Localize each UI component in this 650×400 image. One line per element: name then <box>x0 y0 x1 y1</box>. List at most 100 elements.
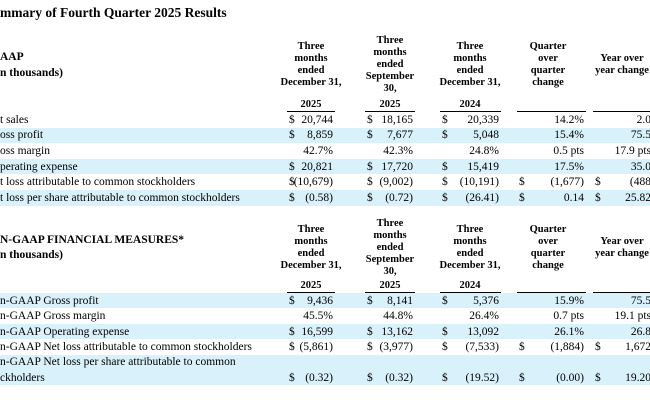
row-label: n-GAAP Net loss per share attributable t… <box>0 356 236 369</box>
column-header: ended <box>297 248 325 259</box>
cell-value: 75.5 <box>630 294 650 307</box>
currency-sign: $ <box>519 191 525 204</box>
column-header: months <box>294 53 328 64</box>
column-header: Three <box>456 41 484 52</box>
header-rule <box>440 292 501 293</box>
currency-sign: $ <box>367 371 373 384</box>
currency-sign: $ <box>367 191 373 204</box>
column-header: December 31, <box>439 260 501 271</box>
currency-sign: $ <box>367 160 373 173</box>
cell-value: (5,861) <box>299 341 333 353</box>
column-header: Three <box>297 41 325 52</box>
cell-value: (0.32) <box>385 371 413 384</box>
row-label: n-GAAP Operating expense <box>0 325 130 338</box>
currency-sign: $ <box>367 294 373 307</box>
column-header: Year over <box>600 236 644 247</box>
row-label: n-GAAP Net loss attributable to common s… <box>0 341 252 353</box>
cell-value: (10,679) <box>293 176 333 189</box>
currency-sign: $ <box>289 371 295 384</box>
currency-sign: $ <box>289 341 295 353</box>
currency-sign: $ <box>595 176 601 189</box>
currency-sign: $ <box>442 191 448 204</box>
cell-value: 42.7% <box>303 145 333 157</box>
column-header: Quarter <box>529 224 567 235</box>
column-header: months <box>294 236 328 247</box>
section-title: AAP <box>0 51 24 63</box>
cell-value: (488 <box>629 176 650 189</box>
cell-value: 8,859 <box>307 129 333 142</box>
column-header: months <box>373 230 407 241</box>
currency-sign: $ <box>519 176 525 189</box>
row-label: ckholders <box>0 371 45 384</box>
currency-sign: $ <box>289 294 295 307</box>
column-header: ended <box>297 65 325 76</box>
cell-value: (3,977) <box>379 341 413 353</box>
cell-value: 75.5 <box>630 129 650 142</box>
currency-sign: $ <box>289 191 295 204</box>
cell-value: 13,162 <box>381 325 413 338</box>
cell-value: 1,672 <box>625 341 650 353</box>
cell-value: 19.20 <box>625 371 650 384</box>
column-header: Quarter <box>529 41 567 52</box>
cell-value: (1,677) <box>550 176 584 189</box>
row-shade <box>0 158 650 175</box>
column-header: Three <box>456 224 484 235</box>
cell-value: 5,048 <box>473 129 499 142</box>
cell-value: (0.32) <box>305 371 333 384</box>
cell-value: 9,436 <box>307 294 333 307</box>
cell-value: (7,533) <box>465 341 499 353</box>
cell-value: 26.1% <box>554 325 584 338</box>
cell-value: 17.5% <box>554 160 584 173</box>
column-header: 30, <box>383 83 397 94</box>
cell-value: 35.0 <box>630 160 650 173</box>
page-title: mmary of Fourth Quarter 2025 Results <box>0 5 227 20</box>
currency-sign: $ <box>367 341 373 353</box>
column-header: Three <box>297 224 325 235</box>
column-header: months <box>453 236 487 247</box>
currency-sign: $ <box>442 294 448 307</box>
column-header: Year over <box>600 53 644 64</box>
column-year: 2025 <box>300 99 322 110</box>
cell-value: (26.41) <box>465 191 499 204</box>
column-header: ended <box>456 65 484 76</box>
currency-sign: $ <box>595 191 601 204</box>
currency-sign: $ <box>442 176 448 189</box>
currency-sign: $ <box>595 341 601 353</box>
cell-value: 17,720 <box>381 160 413 173</box>
row-label: n-GAAP Gross profit <box>0 294 99 307</box>
column-header: 30, <box>383 266 397 277</box>
section-subtitle: n thousands) <box>0 249 63 261</box>
cell-value: 26.8 <box>630 325 650 338</box>
header-rule <box>365 292 415 293</box>
cell-value: (1,884) <box>550 341 584 353</box>
cell-value: 20,744 <box>301 113 333 126</box>
currency-sign: $ <box>519 341 525 353</box>
cell-value: (9,002) <box>379 176 413 189</box>
cell-value: (0.72) <box>385 191 413 204</box>
row-shade <box>0 190 650 206</box>
column-header: quarter <box>530 65 566 76</box>
cell-value: (19.52) <box>465 371 499 384</box>
column-year: 2024 <box>459 99 481 110</box>
currency-sign: $ <box>289 113 295 126</box>
cell-value: 15.4% <box>554 129 584 142</box>
row-shade <box>0 323 650 340</box>
currency-sign: $ <box>367 129 373 142</box>
cell-value: 26.4% <box>469 310 499 323</box>
cell-value: 2.0 <box>636 113 650 126</box>
cell-value: 19.1 pts <box>614 310 650 323</box>
cell-value: 8,141 <box>387 294 413 307</box>
row-shade <box>0 293 650 309</box>
column-year: 2024 <box>459 280 481 291</box>
column-header: September <box>365 71 415 82</box>
cell-value: 7,677 <box>387 129 413 142</box>
currency-sign: $ <box>442 325 448 338</box>
row-label: n-GAAP Gross margin <box>0 310 106 323</box>
header-rule <box>593 292 650 293</box>
section-subtitle: n thousands) <box>0 67 63 79</box>
cell-value: 0.7 pts <box>553 310 584 323</box>
row-shade <box>0 354 650 386</box>
cell-value: 25.82 <box>625 191 650 204</box>
currency-sign: $ <box>442 160 448 173</box>
